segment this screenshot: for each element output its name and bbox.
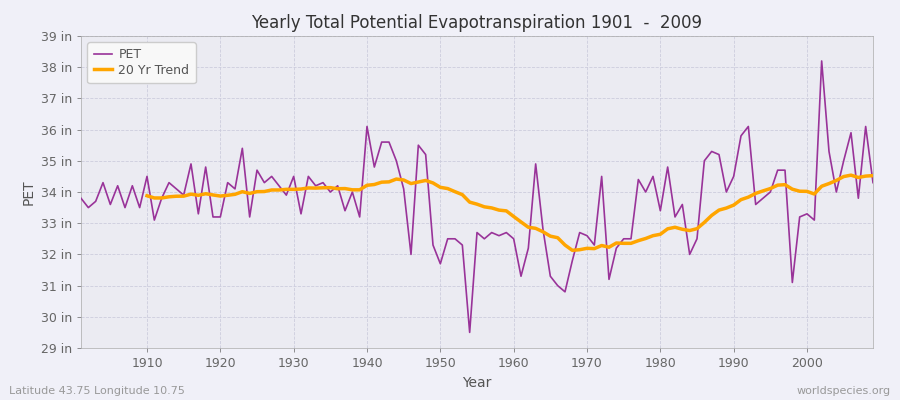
20 Yr Trend xyxy=(295,187,306,192)
20 Yr Trend xyxy=(508,214,519,219)
20 Yr Trend xyxy=(501,208,512,213)
PET xyxy=(816,58,827,63)
PET xyxy=(508,236,519,241)
Y-axis label: PET: PET xyxy=(22,179,35,205)
PET xyxy=(134,205,145,210)
Line: 20 Yr Trend: 20 Yr Trend xyxy=(147,175,873,250)
20 Yr Trend xyxy=(868,173,878,178)
Text: worldspecies.org: worldspecies.org xyxy=(796,386,891,396)
20 Yr Trend xyxy=(339,186,350,191)
Text: Latitude 43.75 Longitude 10.75: Latitude 43.75 Longitude 10.75 xyxy=(9,386,184,396)
X-axis label: Year: Year xyxy=(463,376,491,390)
Title: Yearly Total Potential Evapotranspiration 1901  -  2009: Yearly Total Potential Evapotranspiratio… xyxy=(251,14,703,32)
PET xyxy=(516,274,526,279)
PET xyxy=(868,180,878,185)
PET xyxy=(295,212,306,216)
PET xyxy=(76,196,86,201)
PET xyxy=(464,330,475,335)
PET xyxy=(604,277,615,282)
Legend: PET, 20 Yr Trend: PET, 20 Yr Trend xyxy=(87,42,196,83)
20 Yr Trend xyxy=(597,243,608,248)
Line: PET: PET xyxy=(81,61,873,332)
PET xyxy=(339,208,350,213)
